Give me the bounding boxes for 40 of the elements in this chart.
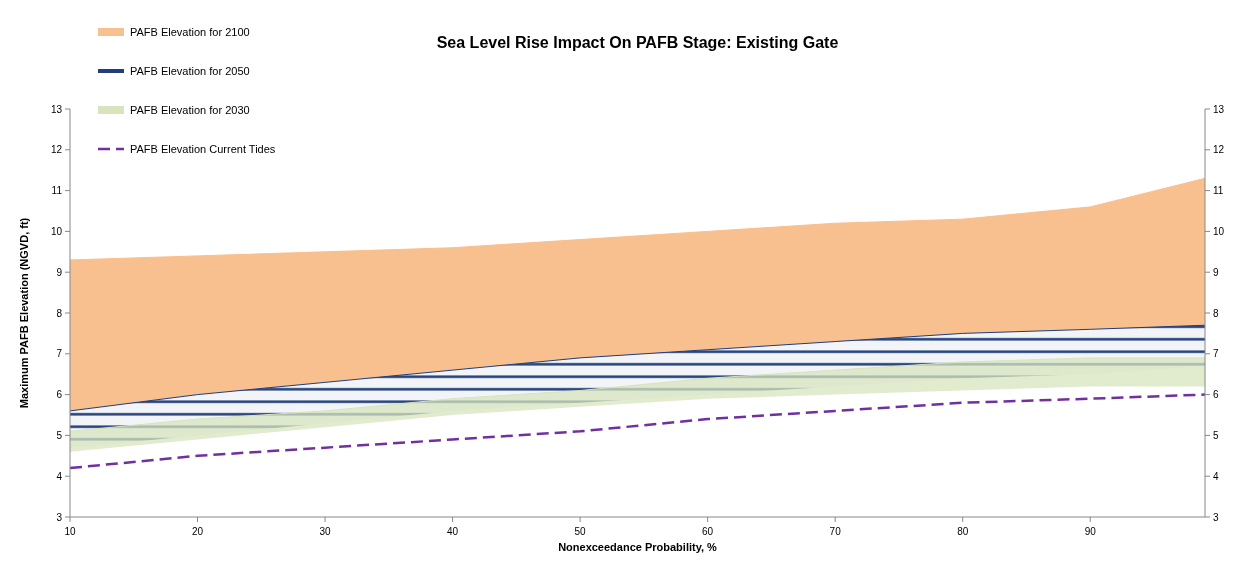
y-tick-label: 13: [50, 103, 63, 115]
y2-tick-label: 10: [1213, 225, 1225, 237]
y2-tick-label: 13: [1213, 103, 1225, 115]
legend-label: PAFB Elevation Current Tides: [130, 142, 276, 155]
y2-tick-label: 8: [1213, 307, 1219, 319]
y-tick-label: 11: [51, 185, 63, 197]
x-axis-title: Nonexceedance Probability, %: [558, 541, 718, 553]
y2-tick-label: 7: [1213, 348, 1219, 360]
y-tick-label: 3: [56, 511, 63, 523]
x-tick-label: 60: [702, 526, 714, 537]
y-tick-label: 5: [56, 429, 63, 441]
x-tick-label: 40: [447, 526, 459, 537]
y-tick-label: 6: [56, 389, 63, 401]
y-tick-label: 4: [56, 470, 63, 482]
legend-label: PAFB Elevation for 2050: [130, 64, 250, 77]
y-tick-label: 10: [50, 225, 63, 237]
line-series: [68, 393, 1207, 470]
x-tick-label: 50: [574, 526, 587, 537]
x-tick-label: 10: [64, 526, 76, 537]
x-tick-label: 80: [957, 526, 969, 537]
line-series: [69, 324, 1206, 412]
y-tick-label: 12: [50, 144, 63, 156]
y2-tick-label: 12: [1213, 144, 1225, 156]
x-tick-label: 90: [1084, 526, 1097, 537]
legend-label: PAFB Elevation for 2100: [130, 25, 250, 38]
y2-tick-label: 5: [1213, 429, 1219, 441]
x-tick-label: 20: [191, 526, 204, 537]
y-tick-label: 7: [56, 348, 63, 360]
x-tick-label: 70: [829, 526, 842, 537]
chart-title: Sea Level Rise Impact On PAFB Stage: Existing Gate: [436, 34, 839, 51]
y2-tick-label: 6: [1213, 389, 1219, 401]
y-tick-label: 9: [56, 266, 63, 278]
y2-tick-label: 9: [1213, 266, 1219, 278]
y2-tick-label: 3: [1213, 511, 1219, 523]
x-tick-label: 30: [319, 526, 332, 537]
y-axis-title: Maximum PAFB Elevation (NGVD, ft): [18, 217, 30, 409]
y2-tick-label: 4: [1213, 470, 1219, 482]
legend-label: PAFB Elevation for 2030: [130, 103, 250, 116]
y2-tick-label: 11: [1213, 185, 1224, 197]
y-tick-label: 8: [56, 307, 63, 319]
